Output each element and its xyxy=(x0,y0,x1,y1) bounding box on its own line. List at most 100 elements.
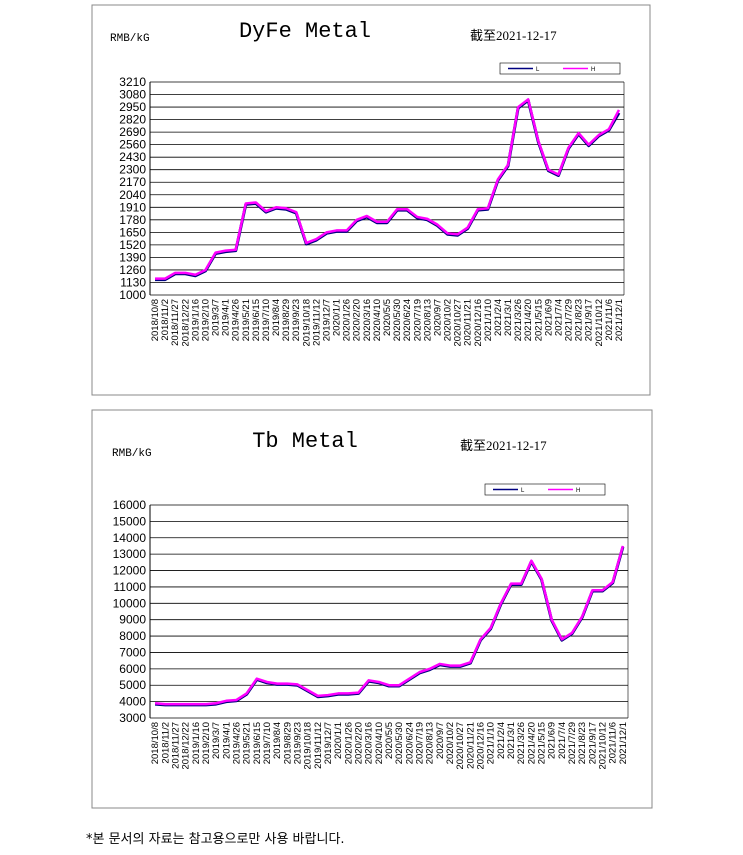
x-tick-label: 2020/8/13 xyxy=(425,722,436,764)
x-tick-label: 2021/12/1 xyxy=(614,299,625,341)
y-tick-label: 14000 xyxy=(113,531,147,545)
charts: DyFe Metal 截至2021-12-17 RMB/kG 100011301260… xyxy=(91,4,653,809)
x-tick-label: 2019/4/26 xyxy=(231,299,242,341)
x-tick-label: 2018/10/8 xyxy=(150,299,161,341)
x-tick-label: 2020/6/24 xyxy=(402,299,413,341)
x-tick-label: 2018/11/2 xyxy=(160,299,171,341)
x-tick-label: 2021/5/15 xyxy=(533,299,544,341)
x-tick-label: 2021/1/10 xyxy=(486,722,497,764)
x-tick-label: 2019/3/7 xyxy=(211,722,222,759)
y-tick-label: 5000 xyxy=(119,678,146,692)
x-tick-label: 2020/5/5 xyxy=(384,722,395,759)
series-line xyxy=(154,545,625,706)
footnote: *본 문서의 자료는 참고용으로만 사용 바랍니다. xyxy=(86,832,345,847)
y-tick-label: 2950 xyxy=(119,100,146,114)
x-tick-label: 2020/10/2 xyxy=(443,299,454,341)
x-tick-label: 2019/8/4 xyxy=(271,299,282,336)
x-tick-label: 2020/1/1 xyxy=(332,299,343,336)
x-tick-label: 2020/5/30 xyxy=(394,722,405,764)
y-tick-label: 15000 xyxy=(113,514,147,528)
y-tick-label: 1130 xyxy=(120,275,146,289)
legend-label: H xyxy=(576,488,580,494)
x-tick-label: 2019/10/18 xyxy=(303,722,314,770)
x-tick-label: 2021/3/26 xyxy=(516,722,527,764)
x-tick-label: 2021/2/4 xyxy=(496,722,507,759)
y-tick-label: 1780 xyxy=(119,213,146,227)
y-tick-label: 1260 xyxy=(119,263,146,277)
x-tick-label: 2020/9/7 xyxy=(435,722,446,759)
x-tick-label: 2018/12/22 xyxy=(180,299,191,347)
x-tick-label: 2019/12/7 xyxy=(323,722,334,764)
y-tick-label: 16000 xyxy=(113,498,147,512)
chart-title: Tb Metal xyxy=(252,429,358,454)
x-tick-label: 2021/7/4 xyxy=(553,299,564,336)
x-tick-label: 2018/11/2 xyxy=(160,722,171,764)
y-tick-label: 13000 xyxy=(113,547,147,561)
y-tick-label: 8000 xyxy=(119,629,146,643)
x-tick-label: 2019/3/7 xyxy=(211,299,222,336)
y-tick-label: 2170 xyxy=(119,175,146,189)
x-tick-label: 2020/3/16 xyxy=(362,299,373,341)
y-tick-label: 2820 xyxy=(119,113,146,127)
x-tick-label: 2019/1/16 xyxy=(190,299,201,341)
x-tick-label: 2020/1/1 xyxy=(333,722,344,759)
x-tick-label: 2019/6/15 xyxy=(252,722,263,764)
x-tick-label: 2021/2/4 xyxy=(493,299,504,336)
x-tick-label: 2019/10/18 xyxy=(301,299,312,347)
x-tick-label: 2021/7/29 xyxy=(567,722,578,764)
x-tick-label: 2020/2/20 xyxy=(352,299,363,341)
x-tick-label: 2020/6/24 xyxy=(404,722,415,764)
x-tick-label: 2020/2/20 xyxy=(353,722,364,764)
x-tick-label: 2018/11/27 xyxy=(170,299,181,346)
x-tick-label: 2020/7/19 xyxy=(415,722,426,764)
chart-frame xyxy=(91,409,653,809)
x-tick-label: 2021/4/20 xyxy=(526,722,537,764)
series-line xyxy=(155,98,621,282)
x-tick-label: 2021/7/29 xyxy=(564,299,575,341)
x-tick-label: 2021/11/6 xyxy=(604,299,615,341)
y-tick-label: 12000 xyxy=(113,564,147,578)
y-tick-label: 2300 xyxy=(119,163,146,177)
x-tick-label: 2020/1/26 xyxy=(343,722,354,764)
y-tick-label: 3210 xyxy=(119,75,146,89)
x-tick-label: 2021/9/17 xyxy=(587,722,598,764)
x-tick-label: 2019/1/16 xyxy=(191,722,202,764)
x-tick-label: 2021/9/17 xyxy=(584,299,595,341)
x-tick-label: 2021/6/9 xyxy=(547,722,558,759)
y-tick-label: 3080 xyxy=(119,88,146,102)
x-tick-label: 2020/10/2 xyxy=(445,722,456,764)
x-tick-label: 2019/6/15 xyxy=(251,299,262,341)
x-tick-label: 2020/5/5 xyxy=(382,299,393,336)
x-tick-label: 2020/12/16 xyxy=(473,299,484,347)
legend-label: L xyxy=(521,488,525,494)
y-tick-label: 2690 xyxy=(119,125,146,139)
y-axis-label: RMB/kG xyxy=(110,33,150,45)
y-axis-label: RMB/kG xyxy=(112,448,152,460)
x-tick-label: 2020/1/26 xyxy=(342,299,353,341)
x-tick-label: 2020/11/21 xyxy=(465,722,476,769)
x-tick-label: 2019/5/21 xyxy=(242,722,253,764)
x-tick-label: 2021/7/4 xyxy=(557,722,568,759)
x-tick-label: 2021/11/6 xyxy=(608,722,619,764)
x-tick-label: 2021/1/10 xyxy=(483,299,494,341)
y-tick-label: 9000 xyxy=(119,613,146,627)
y-tick-label: 11000 xyxy=(114,580,147,594)
x-tick-label: 2019/11/12 xyxy=(311,299,322,346)
x-tick-label: 2019/8/29 xyxy=(281,299,292,341)
y-tick-label: 1650 xyxy=(119,225,146,239)
x-tick-label: 2020/5/30 xyxy=(392,299,403,341)
x-tick-label: 2018/12/22 xyxy=(181,722,192,770)
x-tick-label: 2019/2/10 xyxy=(201,722,212,764)
y-tick-label: 1910 xyxy=(119,200,146,214)
series-line xyxy=(155,98,621,280)
x-tick-label: 2020/9/7 xyxy=(432,299,443,336)
x-tick-label: 2021/6/9 xyxy=(543,299,554,336)
legend-box xyxy=(484,483,606,496)
x-tick-label: 2021/10/12 xyxy=(594,299,605,347)
x-tick-label: 2020/4/10 xyxy=(372,299,383,341)
x-tick-label: 2021/4/20 xyxy=(523,299,534,341)
y-tick-label: 7000 xyxy=(119,645,146,659)
x-tick-label: 2019/8/4 xyxy=(272,722,283,759)
x-tick-label: 2019/8/29 xyxy=(282,722,293,764)
